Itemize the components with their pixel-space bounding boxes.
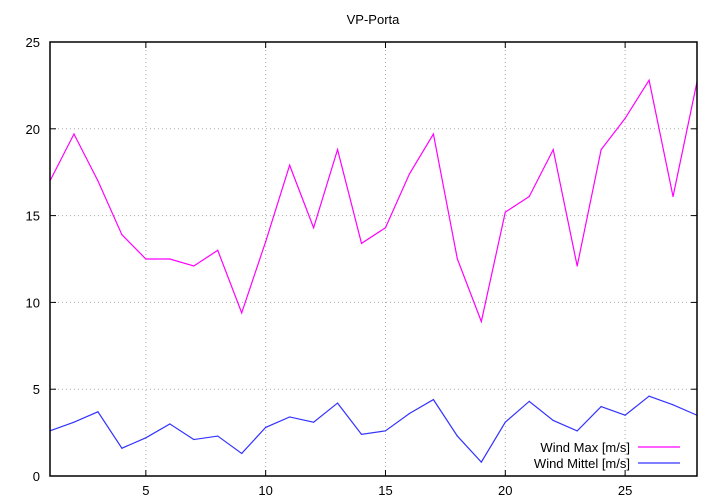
data-point [360,433,363,435]
data-point [384,227,387,229]
data-point [600,149,602,151]
data-point [576,265,578,267]
data-point [336,402,339,404]
data-point [672,404,674,406]
data-point [624,117,626,119]
data-point [552,419,554,422]
data-point [504,421,506,423]
x-tick-label: 5 [142,483,149,498]
data-point [169,423,171,425]
data-point [217,249,219,251]
legend-label: Wind Max [m/s] [540,440,630,455]
data-point [456,435,458,437]
y-tick-label: 5 [33,382,40,397]
data-point [480,320,482,323]
series-lines [49,78,698,464]
y-tick-label: 15 [26,209,40,224]
data-point [265,241,267,243]
data-point [648,395,650,397]
data-point [121,447,123,449]
data-point [360,242,363,244]
data-point [576,430,578,432]
data-point [73,133,75,135]
data-point [145,437,147,439]
chart-title: VP-Porta [347,12,401,27]
y-tick-label: 0 [33,469,40,484]
data-point [648,79,650,81]
data-point [289,164,291,166]
data-point [600,405,602,408]
data-point [145,258,147,260]
data-point [336,149,339,151]
data-point [289,416,291,418]
data-point [480,461,482,463]
data-point [552,149,554,151]
data-point [265,426,267,428]
data-point [408,412,411,415]
data-point [169,258,171,260]
data-point [384,430,387,432]
data-point [432,399,435,401]
data-point [193,438,195,441]
data-point [241,312,243,314]
data-point [672,195,674,198]
x-tick-label: 15 [378,483,392,498]
axis-ticks: 5 10 15 20 25 0 5 10 15 20 25 [26,35,697,498]
series-line-0 [49,78,698,324]
data-point [312,227,315,229]
data-point [241,452,243,455]
data-point [193,265,195,267]
x-tick-label: 10 [258,483,272,498]
series-line-1 [49,395,698,464]
y-tick-label: 20 [26,122,40,137]
data-point [432,133,435,135]
y-tick-label: 10 [26,295,40,310]
data-point [504,211,506,213]
data-point [528,400,530,402]
data-point [528,195,530,198]
y-tick-label: 25 [26,35,40,50]
data-point [217,435,219,437]
plot-frame [49,41,698,477]
x-tick-label: 20 [498,483,512,498]
data-point [73,421,75,423]
data-point [97,411,99,413]
legend: Wind Max [m/s]Wind Mittel [m/s] [534,440,680,471]
data-point [408,173,411,175]
data-point [624,414,626,416]
data-point [97,180,99,182]
legend-label: Wind Mittel [m/s] [534,456,630,471]
data-point [312,421,315,423]
x-tick-label: 25 [618,483,632,498]
data-point [121,234,123,236]
data-point [456,258,458,260]
